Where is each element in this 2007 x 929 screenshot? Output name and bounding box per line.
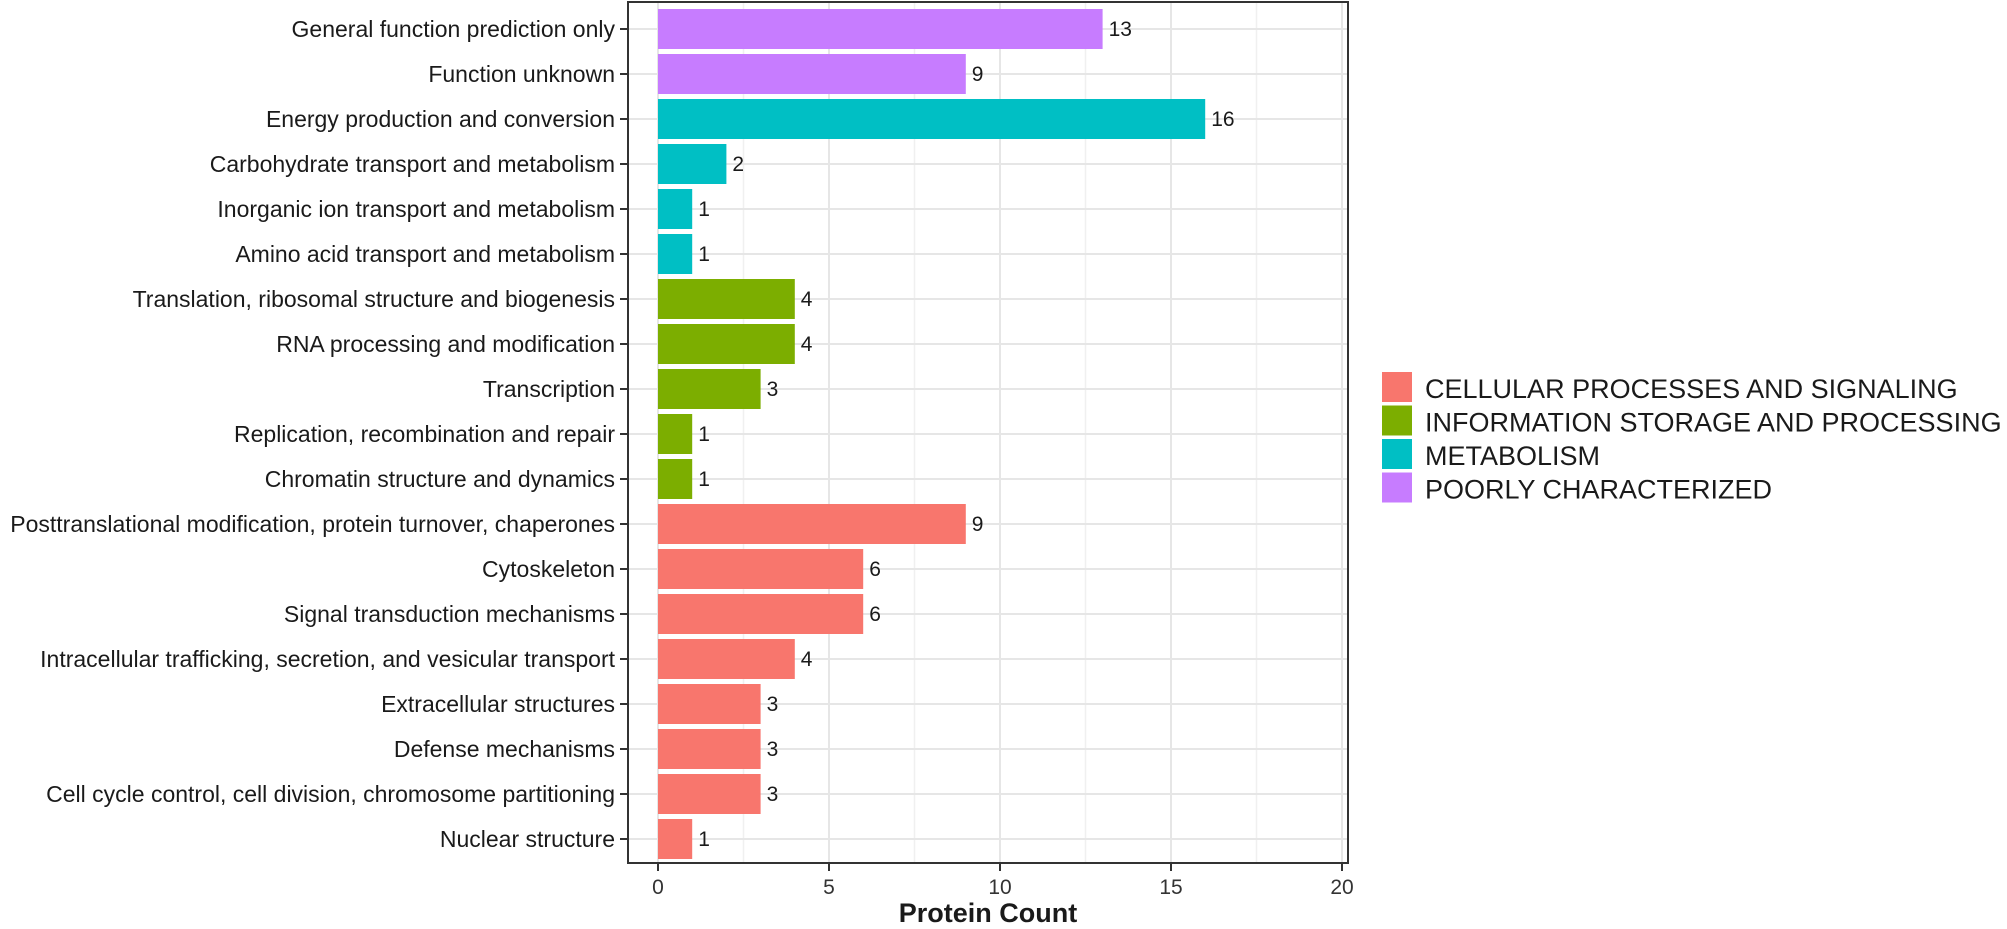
legend-label: INFORMATION STORAGE AND PROCESSING — [1425, 408, 2002, 438]
legend-key — [1382, 372, 1412, 402]
category-label: Energy production and conversion — [266, 106, 615, 132]
bar-value-label: 4 — [801, 288, 813, 311]
category-label: Cytoskeleton — [482, 556, 615, 582]
bar — [658, 99, 1206, 139]
bar-value-label: 1 — [698, 468, 710, 491]
category-label: RNA processing and modification — [276, 331, 615, 357]
category-label: Carbohydrate transport and metabolism — [210, 151, 615, 177]
bar-value-label: 1 — [698, 423, 710, 446]
category-label: Function unknown — [428, 61, 615, 87]
bar-value-label: 3 — [767, 378, 779, 401]
plot-border — [627, 1, 1349, 864]
category-label: Nuclear structure — [440, 826, 615, 852]
bar-value-label: 2 — [732, 153, 744, 176]
category-label: Inorganic ion transport and metabolism — [217, 196, 615, 222]
bar — [658, 234, 693, 274]
bar — [658, 9, 1103, 49]
bar — [658, 189, 693, 229]
legend-label: CELLULAR PROCESSES AND SIGNALING — [1425, 374, 1958, 404]
legend-key — [1382, 472, 1412, 503]
bar-value-label: 1 — [698, 243, 710, 266]
bar-value-label: 4 — [801, 648, 813, 671]
bar-value-label: 3 — [767, 783, 779, 806]
category-label: Replication, recombination and repair — [234, 421, 615, 447]
bar — [658, 684, 761, 724]
bar — [658, 414, 693, 454]
x-tick-label: 15 — [1159, 876, 1182, 899]
x-tick-label: 5 — [823, 876, 835, 899]
bar — [658, 549, 864, 589]
category-label: General function prediction only — [292, 16, 616, 42]
bar — [658, 819, 693, 859]
bar-value-label: 3 — [767, 738, 779, 761]
bar — [658, 369, 761, 409]
x-tick-label: 0 — [652, 876, 664, 899]
legend-label: POORLY CHARACTERIZED — [1425, 475, 1772, 505]
bar-value-label: 3 — [767, 693, 779, 716]
legend-key — [1382, 405, 1412, 436]
x-tick-label: 20 — [1330, 876, 1353, 899]
category-label: Signal transduction mechanisms — [284, 601, 615, 627]
bar — [658, 324, 795, 364]
bar-value-label: 4 — [801, 333, 813, 356]
bar-value-label: 6 — [869, 603, 881, 626]
legend: CELLULAR PROCESSES AND SIGNALING INFORMAT… — [1382, 372, 2002, 505]
category-label: Extracellular structures — [381, 691, 615, 717]
bar — [658, 594, 864, 634]
bar — [658, 459, 693, 499]
bar — [658, 504, 966, 544]
category-label: Intracellular trafficking, secretion, an… — [40, 646, 615, 672]
category-label: Cell cycle control, cell division, chrom… — [46, 781, 615, 807]
bar-value-label: 1 — [698, 198, 710, 221]
bar-value-label: 6 — [869, 558, 881, 581]
legend-label: METABOLISM — [1425, 441, 1600, 471]
category-label: Transcription — [483, 376, 615, 402]
bar — [658, 144, 727, 184]
axis-layer: General function prediction only Function… — [10, 16, 1353, 899]
category-label: Posttranslational modification, protein … — [10, 511, 615, 537]
legend-key — [1382, 439, 1412, 469]
x-axis-title: Protein Count — [899, 898, 1077, 924]
category-label: Translation, ribosomal structure and bio… — [133, 286, 615, 312]
x-tick-label: 10 — [988, 876, 1011, 899]
bar-value-label: 13 — [1109, 18, 1132, 41]
bar — [658, 54, 966, 94]
bar-value-label: 1 — [698, 828, 710, 851]
bar — [658, 639, 795, 679]
bar-value-label: 9 — [972, 63, 984, 86]
bar — [658, 774, 761, 814]
bar — [658, 279, 795, 319]
bar-value-label: 16 — [1211, 108, 1234, 131]
bar — [658, 729, 761, 769]
bar-value-label: 9 — [972, 513, 984, 536]
category-label: Chromatin structure and dynamics — [265, 466, 615, 492]
category-label: Amino acid transport and metabolism — [235, 241, 615, 267]
category-label: Defense mechanisms — [394, 736, 615, 762]
